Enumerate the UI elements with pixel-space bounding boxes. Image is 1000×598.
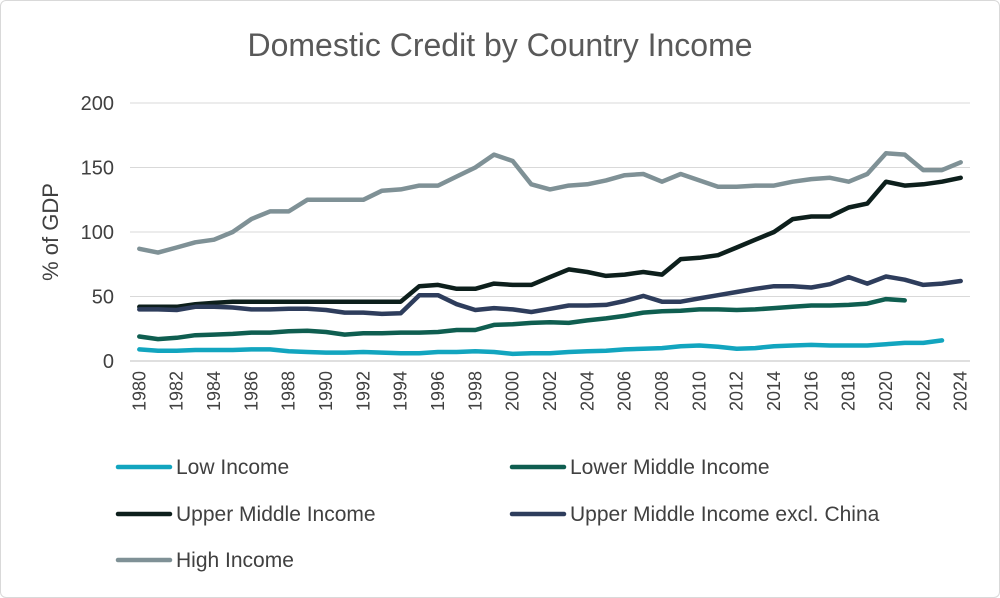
x-tick-label: 1992 xyxy=(353,371,373,411)
series-line-lower-middle-income xyxy=(137,296,907,342)
legend-item-lower-middle-income: Lower Middle Income xyxy=(509,456,770,479)
x-tick-label: 2024 xyxy=(951,371,971,411)
x-tick-label: 1990 xyxy=(316,371,336,411)
y-tick-label: 200 xyxy=(81,93,114,115)
y-axis-label: % of GDP xyxy=(38,183,63,281)
legend-item-low-income: Low Income xyxy=(115,456,289,479)
x-tick-label: 1986 xyxy=(241,371,261,411)
series-line-low-income xyxy=(137,338,945,357)
legend-item-high-income: High Income xyxy=(115,549,294,572)
series-line-upper-middle-income-excl-china xyxy=(137,274,963,317)
x-tick-label: 2000 xyxy=(503,371,523,411)
x-tick-label: 1996 xyxy=(428,371,448,411)
legend: Low Income Lower Middle Income Upper Middl… xyxy=(115,456,880,572)
x-tick-label: 1988 xyxy=(279,371,299,411)
x-tick-label: 2022 xyxy=(913,371,933,411)
legend-item-upper-middle-income-excl-china: Upper Middle Income excl. China xyxy=(509,503,880,526)
x-tick-label: 2012 xyxy=(727,371,747,411)
x-axis-ticks: 1980 1982 1984 1986 1988 1990 1992 1994 1996 1998… xyxy=(129,371,970,411)
x-tick-label: 2006 xyxy=(615,371,635,411)
x-tick-label: 1980 xyxy=(129,371,149,411)
y-tick-label: 100 xyxy=(81,222,114,244)
y-tick-label: 0 xyxy=(103,351,114,373)
x-tick-label: 2004 xyxy=(577,371,597,411)
y-axis-ticks: 0 50 100 150 200 xyxy=(81,93,114,373)
legend-label: Upper Middle Income excl. China xyxy=(570,503,880,526)
legend-label: High Income xyxy=(176,549,294,572)
y-tick-label: 50 xyxy=(92,287,114,309)
x-tick-label: 1994 xyxy=(391,371,411,411)
series-line-upper-middle-income xyxy=(137,175,963,310)
x-tick-label: 2008 xyxy=(652,371,672,411)
x-tick-label: 2014 xyxy=(764,371,784,411)
gridlines xyxy=(130,102,970,362)
x-tick-label: 2016 xyxy=(801,371,821,411)
x-tick-label: 2018 xyxy=(839,371,859,411)
x-tick-label: 1998 xyxy=(465,371,485,411)
x-tick-label: 1984 xyxy=(204,371,224,411)
series-line-high-income xyxy=(137,151,963,255)
x-tick-label: 1982 xyxy=(167,371,187,411)
legend-label: Low Income xyxy=(176,456,289,479)
x-tick-label: 2020 xyxy=(876,371,896,411)
chart-title: Domestic Credit by Country Income xyxy=(247,27,752,63)
x-tick-label: 2002 xyxy=(540,371,560,411)
y-tick-label: 150 xyxy=(81,158,114,180)
legend-item-upper-middle-income: Upper Middle Income xyxy=(115,503,376,526)
legend-label: Upper Middle Income xyxy=(176,503,376,526)
series-lines xyxy=(137,151,963,357)
legend-label: Lower Middle Income xyxy=(570,456,770,479)
x-tick-label: 2010 xyxy=(689,371,709,411)
